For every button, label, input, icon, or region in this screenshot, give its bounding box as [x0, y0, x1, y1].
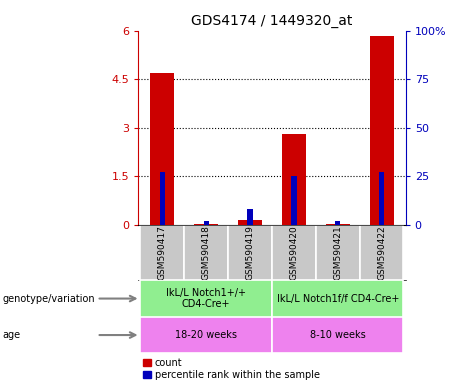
Text: 8-10 weeks: 8-10 weeks: [310, 330, 366, 340]
Bar: [291, 176, 296, 225]
Bar: [141, 225, 184, 280]
Text: 18-20 weeks: 18-20 weeks: [175, 330, 237, 340]
Bar: [335, 221, 340, 225]
Text: IkL/L Notch1+/+
CD4-Cre+: IkL/L Notch1+/+ CD4-Cre+: [166, 288, 246, 310]
Text: genotype/variation: genotype/variation: [2, 293, 95, 304]
Bar: [316, 225, 360, 280]
Text: GSM590420: GSM590420: [290, 225, 298, 280]
Bar: [370, 36, 394, 225]
Text: GSM590421: GSM590421: [333, 225, 342, 280]
Bar: [160, 172, 165, 225]
Bar: [204, 221, 209, 225]
Bar: [272, 317, 403, 353]
Title: GDS4174 / 1449320_at: GDS4174 / 1449320_at: [191, 14, 353, 28]
Bar: [272, 280, 403, 317]
Bar: [325, 223, 350, 225]
Bar: [248, 209, 253, 225]
Bar: [141, 317, 272, 353]
Text: GSM590417: GSM590417: [158, 225, 167, 280]
Bar: [238, 220, 262, 225]
Text: age: age: [2, 330, 20, 340]
Bar: [194, 224, 219, 225]
Text: GSM590422: GSM590422: [377, 225, 386, 280]
Bar: [272, 225, 316, 280]
Bar: [141, 280, 272, 317]
Bar: [282, 134, 306, 225]
Bar: [228, 225, 272, 280]
Bar: [379, 172, 384, 225]
Bar: [360, 225, 403, 280]
Text: IkL/L Notch1f/f CD4-Cre+: IkL/L Notch1f/f CD4-Cre+: [277, 293, 399, 304]
Text: GSM590419: GSM590419: [246, 225, 254, 280]
Bar: [150, 73, 174, 225]
Text: GSM590418: GSM590418: [202, 225, 211, 280]
Bar: [184, 225, 228, 280]
Legend: count, percentile rank within the sample: count, percentile rank within the sample: [143, 358, 320, 380]
